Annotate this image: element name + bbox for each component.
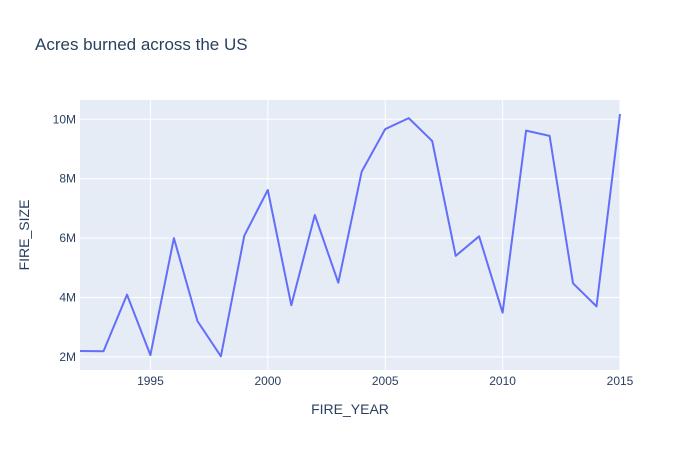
y-tick-label: 10M <box>53 112 76 126</box>
y-axis-title: FIRE_SIZE <box>16 200 32 271</box>
x-axis-ticks: 1995 2000 2005 2010 2015 <box>137 374 634 388</box>
y-tick-label: 4M <box>59 291 76 305</box>
x-tick-label: 2000 <box>254 374 281 388</box>
series-group <box>79 113 621 358</box>
y-axis-ticks: 2M 4M 6M 8M 10M <box>53 112 76 364</box>
y-tick-label: 2M <box>59 350 76 364</box>
x-tick-label: 1995 <box>137 374 164 388</box>
chart-title: Acres burned across the US <box>35 35 248 54</box>
x-tick-label: 2005 <box>372 374 399 388</box>
gridlines <box>80 100 621 370</box>
x-tick-label: 2010 <box>489 374 516 388</box>
x-tick-label: 2015 <box>607 374 634 388</box>
y-tick-label: 8M <box>59 172 76 186</box>
plot-area <box>80 100 620 370</box>
y-tick-label: 6M <box>59 231 76 245</box>
series-line <box>79 113 621 358</box>
x-axis-title: FIRE_YEAR <box>311 401 389 417</box>
